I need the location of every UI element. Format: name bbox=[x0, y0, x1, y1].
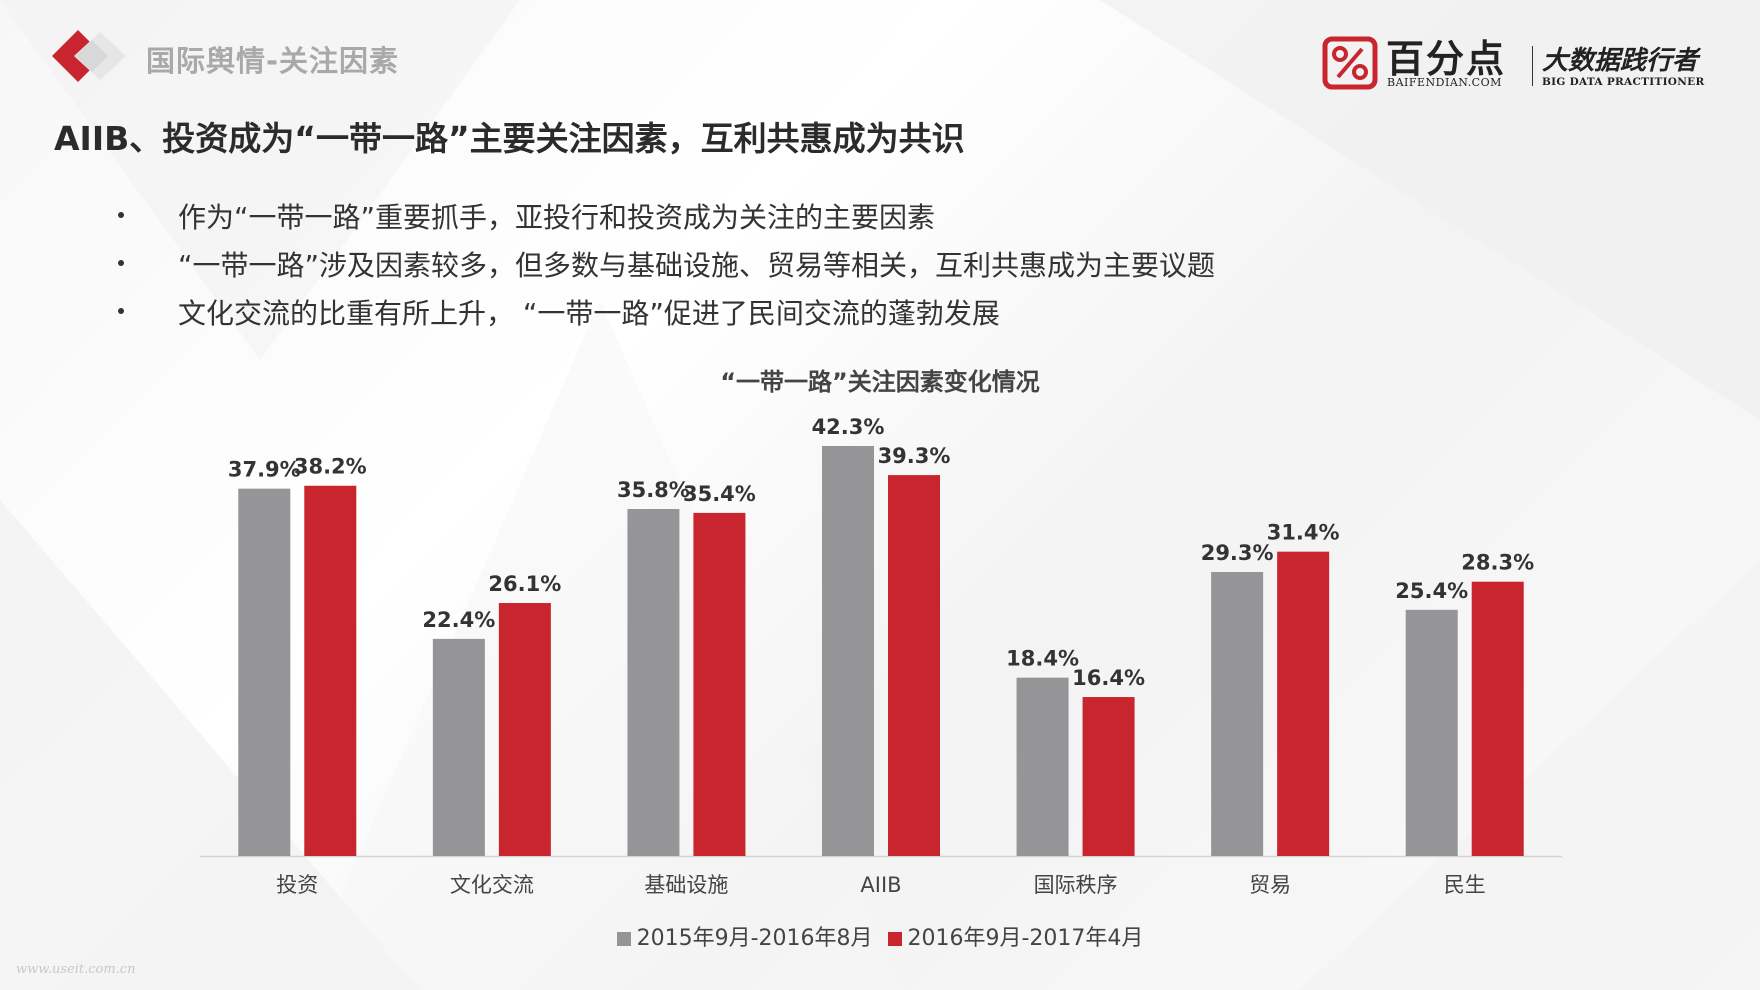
bar-1-5 bbox=[1211, 572, 1264, 856]
legend-swatch-red bbox=[887, 932, 902, 946]
bar-1-6 bbox=[1405, 609, 1458, 856]
bullet-dot-icon bbox=[118, 212, 124, 218]
data-label: 35.8% bbox=[617, 478, 690, 502]
percent-logo-icon bbox=[1322, 36, 1378, 90]
data-label: 38.2% bbox=[294, 455, 367, 479]
brand-divider bbox=[1532, 46, 1533, 86]
data-label: 18.4% bbox=[1006, 647, 1079, 671]
brand-domain: BAIFENDIAN.COM bbox=[1387, 76, 1502, 89]
bar-2-6 bbox=[1471, 581, 1524, 856]
data-label: 31.4% bbox=[1267, 521, 1340, 545]
section-title: 国际舆情-关注因素 bbox=[146, 44, 400, 78]
watermark: www.useit.com.cn bbox=[16, 962, 136, 977]
brand-slogan: 大数据践行者 bbox=[1542, 46, 1699, 76]
data-label: 26.1% bbox=[488, 572, 561, 596]
bullet-dot-icon bbox=[118, 260, 124, 266]
chart-title: “一带一路”关注因素变化情况 bbox=[720, 368, 1040, 396]
data-label: 22.4% bbox=[422, 608, 495, 632]
legend-swatch-gray bbox=[616, 932, 631, 946]
x-tick-label: 文化交流 bbox=[450, 873, 534, 897]
bar-1-3 bbox=[822, 446, 874, 856]
brand-logo: 百分点 BAIFENDIAN.COM 大数据践行者 BIG DATA PRACT… bbox=[1322, 34, 1712, 94]
x-tick-label: 民生 bbox=[1444, 873, 1486, 897]
bar-1-0 bbox=[238, 488, 291, 856]
bar-2-0 bbox=[304, 485, 357, 856]
data-label: 29.3% bbox=[1201, 541, 1274, 565]
x-tick-label: AIIB bbox=[860, 873, 901, 897]
section-logo-icon bbox=[52, 30, 126, 82]
x-tick-label: 贸易 bbox=[1249, 873, 1291, 897]
data-label: 16.4% bbox=[1072, 666, 1145, 690]
bar-1-4 bbox=[1016, 677, 1069, 856]
data-label: 39.3% bbox=[878, 444, 951, 468]
bullet-dot-icon bbox=[118, 308, 124, 314]
x-tick-label: 国际秩序 bbox=[1034, 873, 1118, 897]
bar-2-2 bbox=[693, 512, 746, 856]
headline: AIIB、投资成为“一带一路”主要关注因素，互利共惠成为共识 bbox=[54, 119, 965, 158]
data-label: 37.9% bbox=[228, 458, 301, 482]
data-label: 25.4% bbox=[1395, 579, 1468, 603]
data-label: 28.3% bbox=[1461, 551, 1534, 575]
x-tick-label: 投资 bbox=[276, 873, 318, 897]
brand-name: 百分点 bbox=[1386, 37, 1507, 81]
bar-1-1 bbox=[432, 638, 485, 856]
legend-item-series-1: 2015年9月-2016年8月 bbox=[616, 920, 873, 952]
bar-2-1 bbox=[498, 603, 551, 856]
data-label: 35.4% bbox=[683, 482, 756, 506]
chart-legend: 2015年9月-2016年8月 2016年9月-2017年4月 bbox=[0, 920, 1760, 952]
brand-slogan-en: BIG DATA PRACTITIONER bbox=[1542, 76, 1705, 88]
bar-2-4 bbox=[1082, 697, 1135, 856]
legend-item-series-2: 2016年9月-2017年4月 bbox=[887, 920, 1143, 952]
bar-2-3 bbox=[888, 475, 940, 856]
x-tick-label: 基础设施 bbox=[644, 873, 728, 897]
bar-1-2 bbox=[627, 509, 680, 856]
bar-2-5 bbox=[1277, 551, 1330, 856]
data-label: 42.3% bbox=[812, 415, 885, 439]
